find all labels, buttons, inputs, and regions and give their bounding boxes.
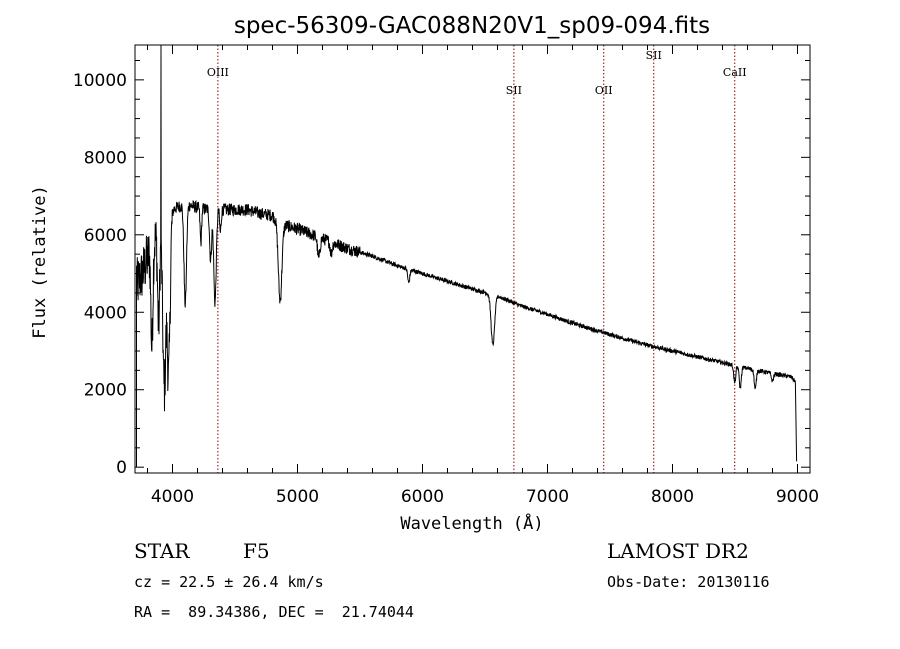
survey-name: LAMOST DR2 (607, 539, 749, 563)
y-tick-label: 8000 (84, 148, 127, 168)
y-tick-label: 0 (116, 458, 127, 478)
plot-frame (134, 44, 811, 474)
coordinates-text: RA = 89.34386, DEC = 21.74044 (134, 603, 414, 621)
x-tick-label: 9000 (776, 487, 819, 507)
y-tick-label: 2000 (84, 381, 127, 401)
chart-title: spec-56309-GAC088N20V1_sp09-094.fits (234, 13, 710, 39)
y-axis-label: Flux (relative) (30, 185, 50, 339)
y-axis: 0 2000 4000 6000 8000 10000 (73, 59, 810, 478)
redshift-text: cz = 22.5 ± 26.4 km/s (134, 573, 324, 591)
line-marker-label: SII (646, 49, 662, 62)
object-class: STAR (134, 539, 190, 563)
x-axis: 4000 5000 6000 7000 8000 9000 (147, 45, 819, 507)
obs-date: Obs-Date: 20130116 (607, 573, 770, 591)
line-marker-label: CaII (723, 66, 747, 79)
line-marker-label: OIII (207, 66, 229, 79)
object-subclass: F5 (243, 539, 270, 563)
x-tick-label: 6000 (401, 487, 444, 507)
plot-area: OIII SII OII SII CaII (136, 45, 798, 473)
line-marker-label: OII (595, 84, 613, 97)
line-marker-label: SII (506, 84, 522, 97)
spectrum-line (136, 45, 798, 468)
x-tick-label: 5000 (276, 487, 319, 507)
x-tick-label: 7000 (526, 487, 569, 507)
y-tick-label: 10000 (73, 71, 127, 91)
y-tick-label: 4000 (84, 303, 127, 323)
x-axis-label: Wavelength (Å) (400, 512, 543, 534)
x-tick-label: 8000 (651, 487, 694, 507)
x-tick-label: 4000 (151, 487, 194, 507)
y-tick-label: 6000 (84, 226, 127, 246)
